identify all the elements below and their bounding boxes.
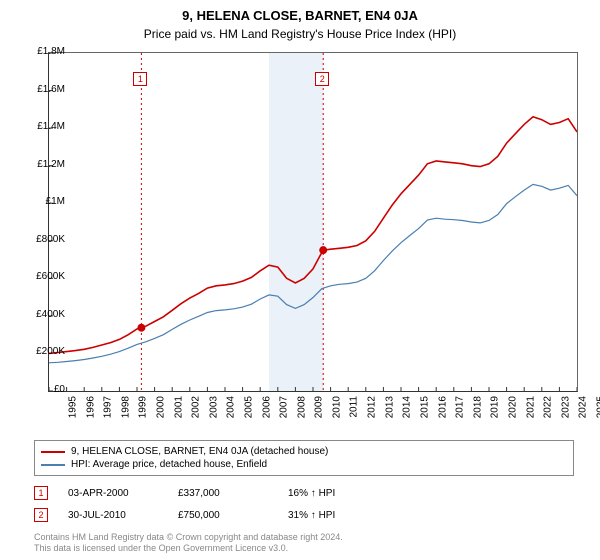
x-tick-label: 2024 [578, 396, 589, 418]
x-tick-label: 2008 [296, 396, 307, 418]
sale-marker-icon: 1 [34, 486, 48, 500]
x-tick-label: 2020 [507, 396, 518, 418]
x-tick-label: 2011 [348, 396, 359, 418]
x-tick-label: 2010 [331, 396, 342, 418]
x-tick-label: 1995 [67, 396, 78, 418]
x-tick-label: 2023 [560, 396, 571, 418]
x-tick-label: 2003 [208, 396, 219, 418]
legend-label: 9, HELENA CLOSE, BARNET, EN4 0JA (detach… [71, 446, 328, 457]
x-tick-label: 2013 [384, 396, 395, 418]
x-tick-label: 2022 [542, 396, 553, 418]
license-text: Contains HM Land Registry data © Crown c… [34, 532, 574, 555]
y-tick-label: £1.6M [21, 84, 65, 95]
x-tick-label: 2012 [366, 396, 377, 418]
sale-date: 30-JUL-2010 [68, 510, 158, 521]
x-tick-label: 2015 [419, 396, 430, 418]
x-tick-label: 1996 [85, 396, 96, 418]
sale-record-row: 1 03-APR-2000 £337,000 16% ↑ HPI [34, 486, 574, 500]
legend-label: HPI: Average price, detached house, Enfi… [71, 459, 267, 470]
x-tick-label: 2006 [261, 396, 272, 418]
y-tick-label: £1.2M [21, 159, 65, 170]
y-tick-label: £1.8M [21, 46, 65, 57]
sale-vs-hpi: 31% ↑ HPI [288, 510, 378, 521]
chart-subtitle: Price paid vs. HM Land Registry's House … [0, 23, 600, 49]
y-tick-label: £1M [21, 196, 65, 207]
x-tick-label: 2002 [190, 396, 201, 418]
chart-sale-marker: 1 [133, 72, 147, 86]
x-tick-label: 2017 [454, 396, 465, 418]
y-tick-label: £400K [21, 309, 65, 320]
x-tick-label: 1997 [102, 396, 113, 418]
x-tick-label: 2004 [226, 396, 237, 418]
chart-plot-area [48, 52, 578, 392]
x-tick-label: 2019 [490, 396, 501, 418]
x-tick-label: 2014 [402, 396, 413, 418]
x-tick-label: 2021 [525, 396, 536, 418]
x-tick-label: 2025 [595, 396, 600, 418]
chart-title: 9, HELENA CLOSE, BARNET, EN4 0JA [0, 0, 600, 23]
chart-svg [49, 53, 577, 391]
y-tick-label: £1.4M [21, 121, 65, 132]
legend-swatch [41, 464, 65, 466]
legend-item: 9, HELENA CLOSE, BARNET, EN4 0JA (detach… [41, 445, 567, 458]
x-tick-label: 2001 [173, 396, 184, 418]
x-tick-label: 2005 [243, 396, 254, 418]
sale-price: £337,000 [178, 488, 268, 499]
y-tick-label: £0 [21, 384, 65, 395]
sale-vs-hpi: 16% ↑ HPI [288, 488, 378, 499]
y-tick-label: £800K [21, 234, 65, 245]
x-tick-label: 2016 [437, 396, 448, 418]
legend: 9, HELENA CLOSE, BARNET, EN4 0JA (detach… [34, 440, 574, 476]
y-tick-label: £600K [21, 271, 65, 282]
legend-item: HPI: Average price, detached house, Enfi… [41, 458, 567, 471]
sale-record-row: 2 30-JUL-2010 £750,000 31% ↑ HPI [34, 508, 574, 522]
x-tick-label: 2018 [472, 396, 483, 418]
chart-sale-marker: 2 [315, 72, 329, 86]
sale-marker-icon: 2 [34, 508, 48, 522]
x-tick-label: 1999 [138, 396, 149, 418]
legend-swatch [41, 451, 65, 453]
x-tick-label: 2000 [155, 396, 166, 418]
sale-price: £750,000 [178, 510, 268, 521]
x-tick-label: 2009 [314, 396, 325, 418]
x-tick-label: 1998 [120, 396, 131, 418]
y-tick-label: £200K [21, 346, 65, 357]
sale-date: 03-APR-2000 [68, 488, 158, 499]
x-tick-label: 2007 [278, 396, 289, 418]
